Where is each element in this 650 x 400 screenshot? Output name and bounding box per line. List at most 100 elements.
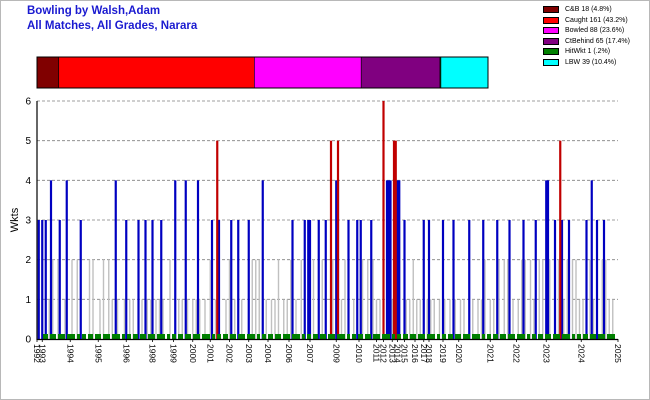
x-tick-label: 2013 [387, 344, 397, 363]
bar-three-four [553, 220, 557, 339]
bar-one-two [484, 259, 486, 339]
baseline-marker [538, 334, 543, 339]
bar-three-four [217, 220, 221, 339]
bar-five-plus [216, 140, 219, 339]
legend-item-hitwkt: HitWkt 1 (.2%) [543, 47, 649, 58]
bar-one-two [524, 259, 526, 339]
baseline-marker [337, 334, 345, 339]
baseline-marker [283, 334, 290, 339]
baseline-marker [527, 334, 530, 339]
bar-one-two [234, 299, 236, 339]
bar-five-plus [392, 140, 396, 339]
y-tick-label: 5 [25, 136, 31, 147]
bar-one-two [430, 299, 432, 339]
bar-one-two [542, 259, 544, 339]
x-tick-label: 2004 [263, 344, 273, 363]
bar-one-two [150, 299, 152, 339]
x-tick-label: 2015 [400, 344, 410, 363]
legend-swatch [543, 58, 559, 66]
bar-five-plus [382, 101, 385, 339]
bar-three-four [385, 180, 389, 339]
bar-one-two [241, 299, 243, 339]
baseline-marker [320, 334, 326, 339]
x-tick-label: 2002 [225, 344, 235, 363]
baseline-marker [442, 334, 446, 339]
baseline-marker [418, 334, 425, 339]
bar-one-two [367, 259, 369, 339]
x-tick-label: 2023 [541, 344, 551, 363]
baseline-marker [140, 334, 146, 339]
legend-item-cb: C&B 18 (4.8%) [543, 5, 649, 16]
bar-one-two [286, 299, 288, 339]
bar-one-two [563, 299, 565, 339]
baseline-marker [122, 334, 125, 339]
bar-one-two [169, 259, 171, 339]
bar-three-four [291, 220, 294, 339]
baseline-marker [103, 334, 110, 339]
x-tick-label: 2009 [331, 344, 341, 363]
baseline-marker [307, 334, 311, 339]
bar-three-four [49, 180, 53, 339]
bar-three-four [387, 180, 390, 339]
baseline-marker [358, 334, 363, 339]
bar-one-two [463, 299, 465, 339]
x-tick-label: 1994 [65, 344, 75, 363]
baseline-marker [58, 334, 65, 339]
bar-one-two [102, 259, 105, 339]
bar-three-four [137, 220, 140, 339]
y-axis-label: Wkts [9, 207, 21, 232]
bar-three-four [160, 220, 163, 339]
bar-three-four [65, 180, 68, 339]
baseline-marker [262, 334, 266, 339]
legend-item-caught: Caught 161 (43.2%) [543, 16, 649, 27]
baseline-marker [545, 334, 551, 339]
bar-one-two [258, 259, 260, 339]
bar-one-two [444, 299, 446, 339]
bar-one-two [533, 299, 535, 339]
baseline-marker [598, 334, 605, 339]
bar-one-two [405, 299, 407, 339]
legend-label: Caught 161 (43.2%) [565, 16, 628, 24]
bar-three-four [546, 180, 550, 339]
bar-one-two [274, 299, 276, 339]
bar-three-four [396, 180, 399, 339]
bar-three-four [468, 220, 471, 339]
bar-three-four [482, 220, 485, 339]
bar-three-four [184, 180, 187, 339]
bar-three-four [44, 220, 47, 339]
bar-three-four [237, 220, 240, 339]
baseline-marker [392, 334, 395, 339]
baseline-marker [607, 334, 615, 339]
bar-one-two [344, 259, 346, 339]
bar-one-two [132, 299, 134, 339]
legend-swatch [543, 48, 559, 56]
bar-one-two [589, 259, 591, 339]
x-tick-label: 2025 [613, 344, 623, 363]
bar-one-two [146, 299, 148, 339]
bar-three-four [585, 220, 588, 339]
bar-three-four [37, 220, 40, 339]
stack-segment-caught [58, 56, 255, 89]
bar-one-two [123, 299, 126, 339]
bar-three-four [560, 220, 564, 339]
x-tick-label: 2022 [512, 344, 522, 363]
x-tick-label: 2001 [205, 344, 215, 363]
bar-three-four [230, 220, 233, 339]
bar-one-two [277, 259, 280, 339]
x-tick-label: 2012 [379, 344, 389, 363]
bar-three-four [41, 220, 44, 339]
bar-three-four [595, 220, 599, 339]
baseline-marker [427, 334, 435, 339]
bar-three-four [590, 180, 593, 339]
bar-one-two [283, 299, 285, 339]
bar-three-four [422, 220, 425, 339]
bar-one-two [521, 259, 523, 339]
baseline-marker [328, 334, 335, 339]
bar-one-two [493, 299, 495, 339]
baseline-marker [482, 334, 485, 339]
bar-one-two [111, 299, 113, 339]
baseline-marker [397, 334, 401, 339]
bar-one-two [557, 259, 560, 339]
x-tick-label: 2006 [284, 344, 294, 363]
baseline-marker [403, 334, 408, 339]
